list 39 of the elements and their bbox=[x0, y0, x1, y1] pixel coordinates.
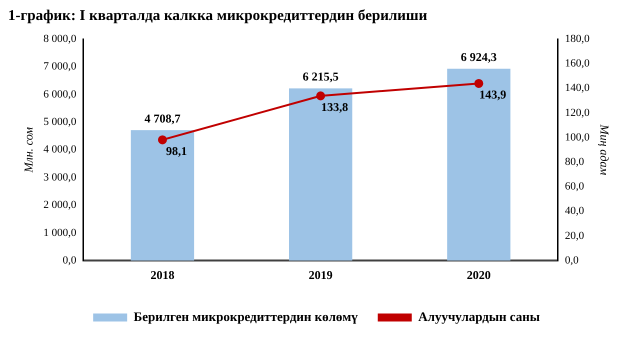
y2-tick-label: 0,0 bbox=[564, 254, 580, 266]
y2-tick-label: 120,0 bbox=[564, 106, 590, 119]
y-tick-label: 3 000,0 bbox=[43, 171, 77, 184]
data-label: 4 708,7 bbox=[144, 111, 180, 126]
y-tick-label: 6 000,0 bbox=[43, 88, 77, 100]
y2-tick-label: 160,0 bbox=[564, 58, 590, 70]
legend-label: Берилген микрокредиттердин көлөмү bbox=[134, 308, 358, 324]
point bbox=[474, 78, 484, 88]
data-label: 6 215,5 bbox=[302, 70, 339, 84]
y-tick-label: 1 000,0 bbox=[43, 226, 77, 239]
data-label: 143,9 bbox=[479, 88, 506, 102]
data-label: 98,1 bbox=[166, 144, 187, 158]
x-tick-label: 2020 bbox=[466, 268, 491, 282]
y-tick-label: 4 000,0 bbox=[43, 144, 77, 156]
y-tick-label: 8 000,0 bbox=[43, 32, 77, 45]
y2-tick-label: 100,0 bbox=[564, 131, 590, 144]
x-tick-label: 2019 bbox=[308, 268, 333, 282]
y-tick-label: 5 000,0 bbox=[43, 116, 77, 128]
y2-tick-label: 60,0 bbox=[564, 180, 585, 193]
chart-title: 1-график: I кварталда калкка микрокредиттердин берилиши bbox=[8, 8, 428, 25]
y2-tick-label: 180,0 bbox=[564, 32, 590, 45]
bar bbox=[130, 130, 194, 261]
y-tick-label: 0,0 bbox=[62, 254, 77, 266]
point bbox=[158, 135, 167, 144]
y2-tick-label: 40,0 bbox=[564, 205, 585, 218]
bar bbox=[447, 68, 510, 261]
y-tick-label: 7 000,0 bbox=[43, 60, 77, 73]
data-label: 6 924,3 bbox=[460, 50, 497, 64]
y-tick-label: 2 000,0 bbox=[43, 199, 77, 212]
y2-tick-label: 140,0 bbox=[564, 82, 590, 94]
x-tick-label: 2018 bbox=[150, 268, 174, 282]
y2-axis-title: Миң адам bbox=[598, 123, 612, 176]
bar bbox=[288, 88, 352, 261]
y2-tick-label: 20,0 bbox=[564, 230, 585, 242]
y2-tick-label: 80,0 bbox=[564, 156, 585, 168]
legend-label: Алуучулардын саны bbox=[418, 308, 540, 324]
data-label: 133,8 bbox=[321, 100, 348, 114]
y-axis-title: Млн. сом bbox=[21, 126, 36, 174]
point bbox=[316, 91, 326, 100]
